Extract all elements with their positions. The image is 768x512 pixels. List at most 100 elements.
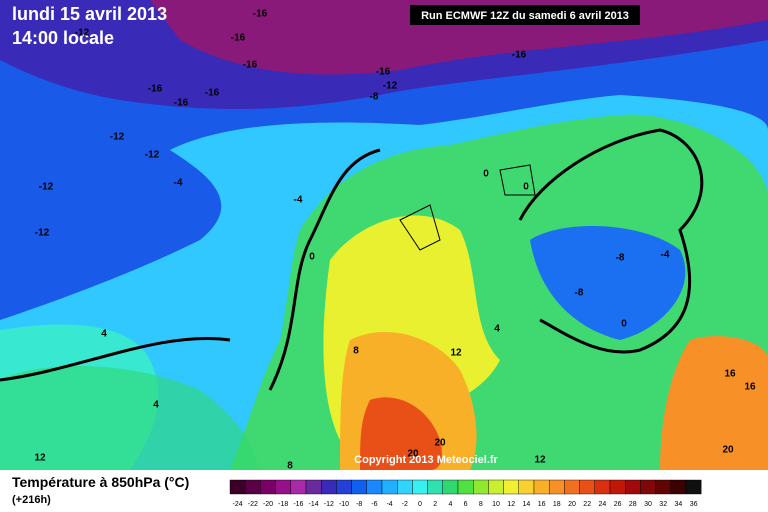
contour-label: 4 bbox=[153, 400, 159, 411]
legend-swatch bbox=[655, 479, 671, 495]
contour-label: 0 bbox=[621, 319, 627, 330]
legend-value: -10 bbox=[339, 501, 349, 508]
legend-title: Température à 850hPa (°C) bbox=[12, 474, 189, 490]
zero-isotherm bbox=[0, 148, 381, 391]
legend-swatch bbox=[442, 479, 459, 495]
contour-label: -12 bbox=[35, 228, 50, 239]
legend-swatch bbox=[275, 479, 292, 495]
legend-swatch bbox=[321, 479, 337, 495]
contour-label: -8 bbox=[370, 92, 379, 103]
run-box bbox=[410, 5, 640, 25]
legend-value: 2 bbox=[433, 501, 437, 508]
legend-value: -2 bbox=[402, 501, 408, 508]
legend-value: 26 bbox=[614, 501, 622, 508]
contour-label: -16 bbox=[376, 67, 391, 78]
legend-swatch bbox=[336, 479, 352, 495]
contour-label: -8 bbox=[616, 253, 625, 264]
legend-value: -20 bbox=[263, 501, 273, 508]
contour-label: -16 bbox=[148, 84, 163, 95]
contour-label: -12 bbox=[75, 28, 90, 39]
contour-label: -16 bbox=[243, 60, 258, 71]
legend-swatch bbox=[260, 479, 276, 495]
contour-label: -12 bbox=[110, 132, 125, 143]
legend-value: 16 bbox=[538, 501, 546, 508]
legend-value: 28 bbox=[629, 501, 637, 508]
legend-value: 20 bbox=[568, 501, 576, 508]
legend-subtitle: (+216h) bbox=[12, 494, 51, 506]
legend-swatch bbox=[366, 479, 383, 495]
contour-label: 16 bbox=[744, 382, 756, 393]
contour-label: -16 bbox=[174, 98, 189, 109]
time-label: 14:00 locale bbox=[12, 28, 114, 48]
contour-label: -4 bbox=[174, 178, 183, 189]
legend-value: 22 bbox=[583, 501, 591, 508]
legend-swatch bbox=[290, 479, 307, 495]
date-label: lundi 15 avril 2013 bbox=[12, 4, 167, 24]
contour-label: 0 bbox=[483, 169, 489, 180]
legend-swatch bbox=[488, 479, 504, 495]
legend-value: -22 bbox=[248, 501, 258, 508]
legend-swatch bbox=[427, 479, 444, 495]
legend-value: 36 bbox=[690, 501, 698, 508]
contour-label: 0 bbox=[523, 182, 529, 193]
legend-swatch bbox=[351, 479, 368, 495]
contour-label: -12 bbox=[39, 182, 54, 193]
legend-swatch bbox=[518, 479, 535, 495]
contour-label: -8 bbox=[575, 288, 584, 299]
legend-swatch bbox=[412, 479, 428, 495]
legend-swatch bbox=[473, 479, 489, 495]
contour-label: 12 bbox=[534, 455, 546, 466]
contour-label: -4 bbox=[294, 195, 303, 206]
mild-region bbox=[0, 366, 260, 470]
legend-value: -6 bbox=[371, 501, 377, 508]
legend-swatch bbox=[670, 479, 687, 495]
legend-swatch bbox=[625, 479, 641, 495]
legend-value: 8 bbox=[479, 501, 483, 508]
legend-swatch bbox=[549, 479, 565, 495]
legend-value: -16 bbox=[293, 501, 303, 508]
contour-label: 16 bbox=[724, 369, 736, 380]
cold-pool bbox=[530, 226, 686, 340]
contour-label: 20 bbox=[407, 449, 419, 460]
legend-value: -12 bbox=[324, 501, 334, 508]
legend-value: -14 bbox=[309, 501, 319, 508]
contour-label: 0 bbox=[309, 252, 315, 263]
legend-swatch bbox=[381, 479, 398, 495]
legend-swatch bbox=[594, 479, 611, 495]
contour-label: 12 bbox=[450, 348, 462, 359]
contour-label: 4 bbox=[101, 329, 107, 340]
run-label: Run ECMWF 12Z du samedi 6 avril 2013 bbox=[421, 10, 629, 22]
contour-label: 4 bbox=[494, 324, 500, 335]
warm-region bbox=[660, 336, 768, 470]
contour-label: -4 bbox=[661, 250, 670, 261]
legend-value: 12 bbox=[507, 501, 515, 508]
hot-region bbox=[360, 397, 442, 470]
contour-label: -12 bbox=[145, 150, 160, 161]
legend-value: 18 bbox=[553, 501, 561, 508]
legend-swatch bbox=[640, 479, 656, 495]
zero-isotherm bbox=[518, 128, 704, 354]
legend-value: -24 bbox=[233, 501, 243, 508]
contour-label: 20 bbox=[722, 445, 734, 456]
legend-swatch bbox=[685, 479, 702, 495]
legend-swatch bbox=[305, 479, 322, 495]
legend-swatch bbox=[244, 479, 261, 495]
legend-value: 34 bbox=[675, 501, 683, 508]
legend-value: -4 bbox=[386, 501, 392, 508]
contour-label: -16 bbox=[512, 50, 527, 61]
legend-swatch bbox=[229, 479, 246, 495]
contour-label: 8 bbox=[287, 461, 293, 472]
legend-swatch bbox=[579, 479, 595, 495]
contour-label: -16 bbox=[205, 88, 220, 99]
legend-swatch bbox=[397, 479, 413, 495]
legend-value: 30 bbox=[644, 501, 652, 508]
legend-swatch bbox=[609, 479, 626, 495]
legend-swatch bbox=[503, 479, 520, 495]
legend-value: 4 bbox=[448, 501, 452, 508]
contour-label: 20 bbox=[434, 438, 446, 449]
legend-value: 24 bbox=[599, 501, 607, 508]
copyright: Copyright 2013 Meteociel.fr bbox=[354, 454, 498, 466]
legend-value: 32 bbox=[659, 501, 667, 508]
